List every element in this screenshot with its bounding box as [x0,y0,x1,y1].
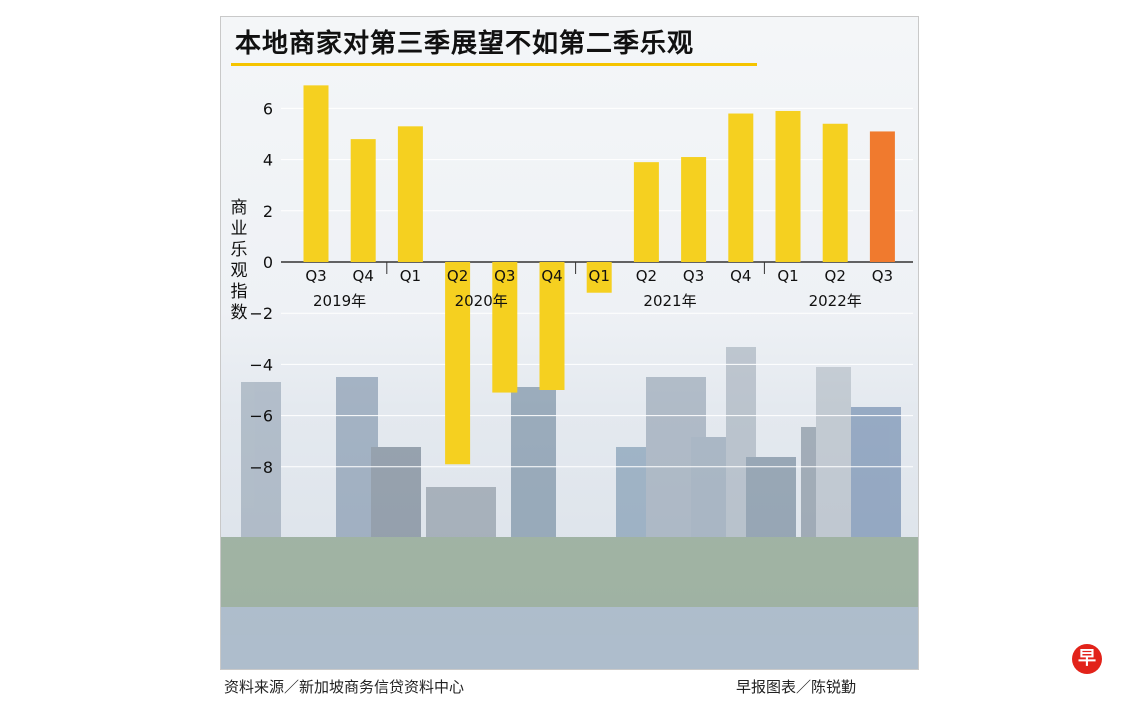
y-tick-label: −4 [249,355,273,374]
source-note: 资料来源／新加坡商务信贷资料中心 [224,678,465,696]
zaobao-logo-icon: 早 [1072,644,1102,674]
bar [492,262,518,393]
x-tick-label: Q4 [541,267,562,285]
y-tick-label: 6 [263,99,273,118]
title-underline [231,63,757,66]
x-tick-label: Q1 [589,267,610,285]
x-tick-label: Q3 [494,267,515,285]
x-tick-label: Q3 [683,267,704,285]
chart-panel: 本地商家对第三季展望不如第二季乐观 [220,16,919,670]
y-tick-label: −8 [249,458,273,477]
bar [350,139,376,262]
y-tick-label: 4 [263,151,273,170]
chart-title: 本地商家对第三季展望不如第二季乐观 [235,29,695,59]
x-tick-label: Q2 [825,267,846,285]
credit-note: 早报图表／陈锐勤 [736,678,857,696]
y-axis-label: 商业乐观指数 [231,198,248,323]
x-tick-label: Q3 [305,267,326,285]
bar [397,126,423,262]
year-label: 2019年 [313,292,366,310]
bar [822,123,848,262]
x-tick-label: Q1 [777,267,798,285]
bar [445,262,471,465]
bars [303,85,895,465]
x-tick-label: Q1 [400,267,421,285]
x-tick-label: Q3 [872,267,893,285]
year-label: 2020年 [455,292,508,310]
bar [539,262,565,390]
x-tick-label: Q2 [447,267,468,285]
bar [775,110,801,263]
bar [728,113,754,263]
labels: 6 4 2 0 −2 −4 −6 −8 Q3 Q4 Q1 Q2 Q3 Q4 Q1 Q2 Q3 Q4 Q1 Q2 Q3 20… [249,99,893,476]
x-tick-label: Q2 [636,267,657,285]
y-tick-label: −6 [249,407,273,426]
bar [681,157,707,262]
bar [586,262,612,293]
y-tick-label: −2 [249,304,273,323]
x-tick-label: Q4 [730,267,751,285]
x-tick-label: Q4 [353,267,374,285]
y-tick-label: 0 [263,253,273,272]
bar-chart: 6 4 2 0 −2 −4 −6 −8 Q3 Q4 Q1 Q2 Q3 Q4 Q1 Q2 Q3 Q4 Q1 Q2 Q3 20… [221,85,918,669]
bar [633,162,659,262]
skyline-backdrop [221,347,918,669]
year-label: 2021年 [643,292,696,310]
bar [869,131,895,262]
bar [303,85,329,262]
y-tick-label: 2 [263,202,273,221]
year-label: 2022年 [809,292,862,310]
